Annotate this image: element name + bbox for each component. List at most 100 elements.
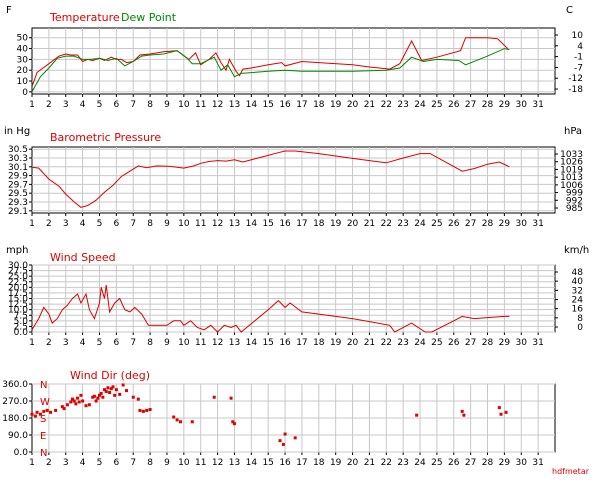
temperature-right-unit: C	[566, 5, 573, 16]
footer-label: hdfmetar	[552, 467, 590, 476]
wind-dir-point	[101, 395, 105, 399]
x-tick-label: 14	[246, 458, 258, 468]
x-tick-label: 25	[431, 219, 442, 229]
y-tick-label: 12.5	[8, 300, 28, 310]
x-tick-label: 26	[448, 458, 460, 468]
wind-dir-point	[231, 420, 235, 424]
y-tick-label: 29.1	[8, 207, 28, 217]
wind-speed-title: Wind Speed	[50, 251, 116, 264]
wind-dir-point	[35, 410, 39, 414]
x-tick-label: 25	[431, 100, 442, 110]
wind-dir-point	[148, 408, 152, 411]
wind-dir-point	[172, 415, 176, 419]
x-tick-label: 27	[465, 219, 476, 229]
x-tick-label: 3	[63, 458, 69, 468]
right-tick-label: 4	[577, 42, 583, 52]
wind-dir-point	[74, 402, 78, 406]
wind-dir-point	[96, 396, 100, 400]
wind-dir-point	[69, 400, 73, 404]
x-tick-label: 16	[279, 219, 291, 229]
x-tick-label: 25	[431, 458, 442, 468]
x-tick-label: 17	[296, 100, 307, 110]
x-tick-label: 31	[532, 338, 543, 348]
y-tick-label: 29.3	[8, 198, 28, 208]
wind-dir-point	[30, 412, 34, 416]
right-tick-label: 48	[572, 268, 584, 278]
wind-dir-point	[232, 422, 236, 426]
x-tick-label: 11	[195, 458, 206, 468]
wind-dir-point	[504, 410, 508, 414]
x-tick-label: 10	[178, 338, 190, 348]
x-tick-label: 11	[195, 100, 206, 110]
y-tick-label: 0.0	[14, 328, 29, 338]
x-tick-label: 4	[80, 219, 86, 229]
x-tick-label: 9	[164, 219, 170, 229]
x-tick-label: 7	[130, 458, 136, 468]
x-tick-label: 8	[147, 338, 153, 348]
x-tick-label: 30	[516, 219, 528, 229]
x-tick-label: 28	[482, 338, 494, 348]
y-tick-label: 29.7	[8, 180, 28, 190]
y-tick-label: 25.0	[8, 272, 28, 282]
x-tick-label: 18	[313, 100, 325, 110]
y-tick-label: 30.3	[8, 154, 28, 164]
x-tick-label: 7	[130, 100, 136, 110]
x-tick-label: 17	[296, 458, 307, 468]
x-tick-label: 19	[330, 219, 342, 229]
y-tick-label: 270.0	[2, 397, 28, 407]
x-tick-label: 16	[279, 100, 291, 110]
right-tick-label: 8	[577, 314, 583, 324]
x-tick-label: 1	[29, 338, 35, 348]
y-tick-label: 40	[17, 45, 29, 55]
x-tick-label: 22	[381, 458, 392, 468]
wind-dir-point	[79, 393, 83, 397]
wind-speed-chart: mph km/h Wind Speed 1 2 3 4 5 6 7 8 9 10 11 12 13 14 1…	[6, 245, 589, 348]
x-tick-label: 21	[364, 458, 375, 468]
y-tick-label: 15.0	[8, 295, 28, 305]
x-tick-label: 29	[499, 219, 511, 229]
wind-dir-point	[108, 391, 112, 394]
dew-point-line	[31, 48, 510, 93]
right-tick-label: 999	[566, 189, 583, 199]
x-tick-label: 30	[516, 458, 528, 468]
y-tick-label: 360.0	[2, 380, 28, 390]
x-tick-label: 5	[97, 458, 103, 468]
x-tick-label: 28	[482, 219, 494, 229]
x-tick-label: 19	[330, 338, 342, 348]
x-tick-label: 24	[414, 100, 426, 110]
x-tick-label: 28	[482, 100, 494, 110]
x-tick-label: 26	[448, 100, 460, 110]
x-tick-label: 10	[178, 219, 190, 229]
wind-dir-point	[293, 436, 297, 440]
x-tick-label: 23	[397, 458, 408, 468]
x-tick-label: 1	[29, 219, 35, 229]
plot-frame	[31, 27, 556, 95]
y-tick-label: 5.0	[14, 317, 29, 327]
barometric-pressure-line	[31, 150, 510, 208]
x-tick-label: 29	[499, 458, 511, 468]
y-tick-label: 10	[17, 77, 29, 87]
y-tick-label: 20	[17, 66, 29, 76]
y-tick-label: 29.5	[8, 189, 28, 199]
x-tick-label: 8	[147, 100, 153, 110]
wind-dir-point	[84, 404, 88, 408]
x-tick-label: 20	[347, 338, 359, 348]
x-tick-label: 31	[532, 458, 543, 468]
x-tick-label: 1	[29, 458, 35, 468]
x-tick-label: 2	[46, 458, 52, 468]
wind-dir-point	[460, 409, 464, 413]
wind-dir-point	[229, 396, 233, 400]
wind-direction-title: Wind Dir (deg)	[70, 369, 150, 382]
pressure-title: Barometric Pressure	[50, 131, 161, 144]
x-tick-label: 26	[448, 338, 460, 348]
x-tick-label: 25	[431, 338, 442, 348]
wind-dir-point	[77, 400, 81, 404]
y-tick-label: 17.5	[8, 289, 28, 299]
y-tick-label: 27.5	[8, 267, 28, 277]
wind-dir-point	[138, 408, 142, 412]
x-tick-label: 6	[113, 338, 119, 348]
x-tick-label: 3	[63, 338, 69, 348]
wind-dir-point	[65, 403, 69, 407]
right-tick-label: 1013	[560, 173, 583, 183]
